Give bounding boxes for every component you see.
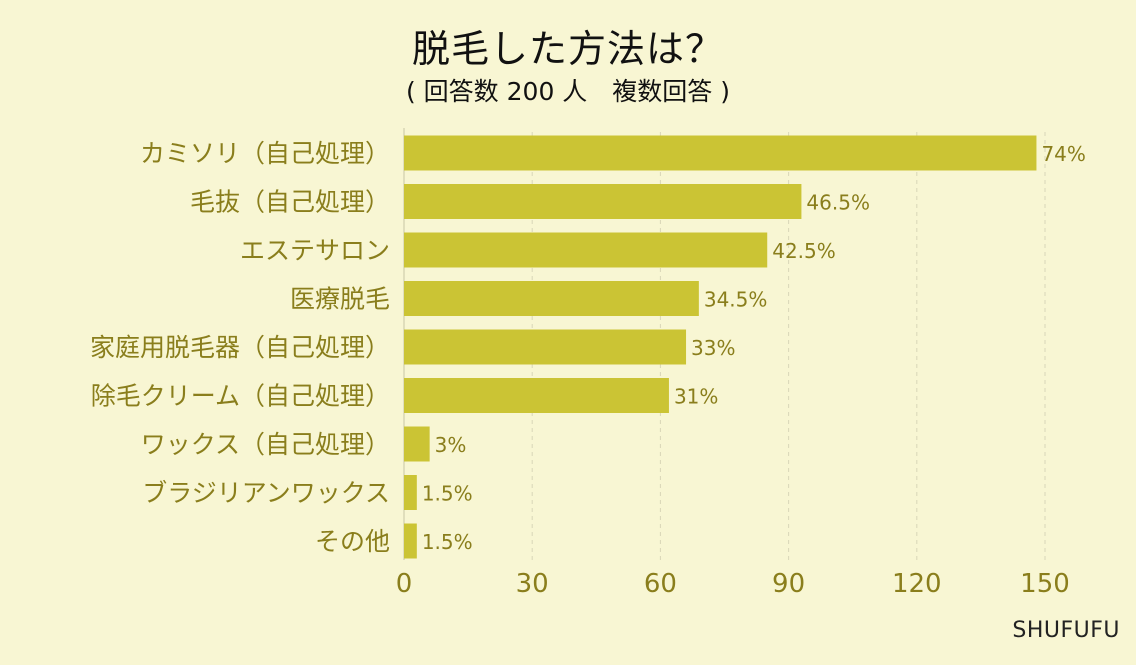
value-label-8: 1.5% [422,530,473,554]
x-tick-label-150: 150 [1020,569,1070,599]
value-label-7: 1.5% [422,482,473,506]
value-label-3: 34.5% [704,288,768,312]
chart-subtitle: ( 回答数 200 人 複数回答 ) [405,77,730,106]
bar-4 [404,329,687,365]
value-label-4: 33% [691,336,735,360]
category-label-0: カミソリ（自己処理） [140,139,390,168]
bar-0 [404,135,1037,171]
bar-6 [404,426,430,462]
chart-title: 脱毛した方法は？ [411,27,724,71]
value-label-2: 42.5% [772,239,836,263]
category-label-5: 除毛クリーム（自己処理） [91,382,390,411]
category-label-7: ブラジリアンワックス [142,479,390,508]
value-label-0: 74% [1041,142,1085,166]
bar-1 [404,184,802,219]
bar-5 [404,378,669,413]
category-label-1: 毛抜（自己処理） [190,188,390,217]
x-tick-label-60: 60 [644,569,677,599]
bar-3 [404,281,699,316]
x-tick-label-120: 120 [892,569,942,599]
value-label-1: 46.5% [806,191,870,215]
x-tick-label-0: 0 [396,569,413,599]
category-label-2: エステサロン [240,236,390,265]
bar-8 [404,523,417,559]
x-tick-label-30: 30 [516,569,549,599]
category-label-4: 家庭用脱毛器（自己処理） [90,333,390,362]
bar-2 [404,232,768,268]
value-label-6: 3% [435,433,467,457]
category-label-3: 医療脱毛 [290,285,390,314]
brand-label: SHUFUFU [1012,618,1120,643]
x-tick-label-90: 90 [772,569,805,599]
category-label-6: ワックス（自己処理） [141,430,390,459]
value-label-5: 31% [674,385,718,409]
category-label-8: その他 [315,527,390,556]
bar-7 [404,475,417,510]
